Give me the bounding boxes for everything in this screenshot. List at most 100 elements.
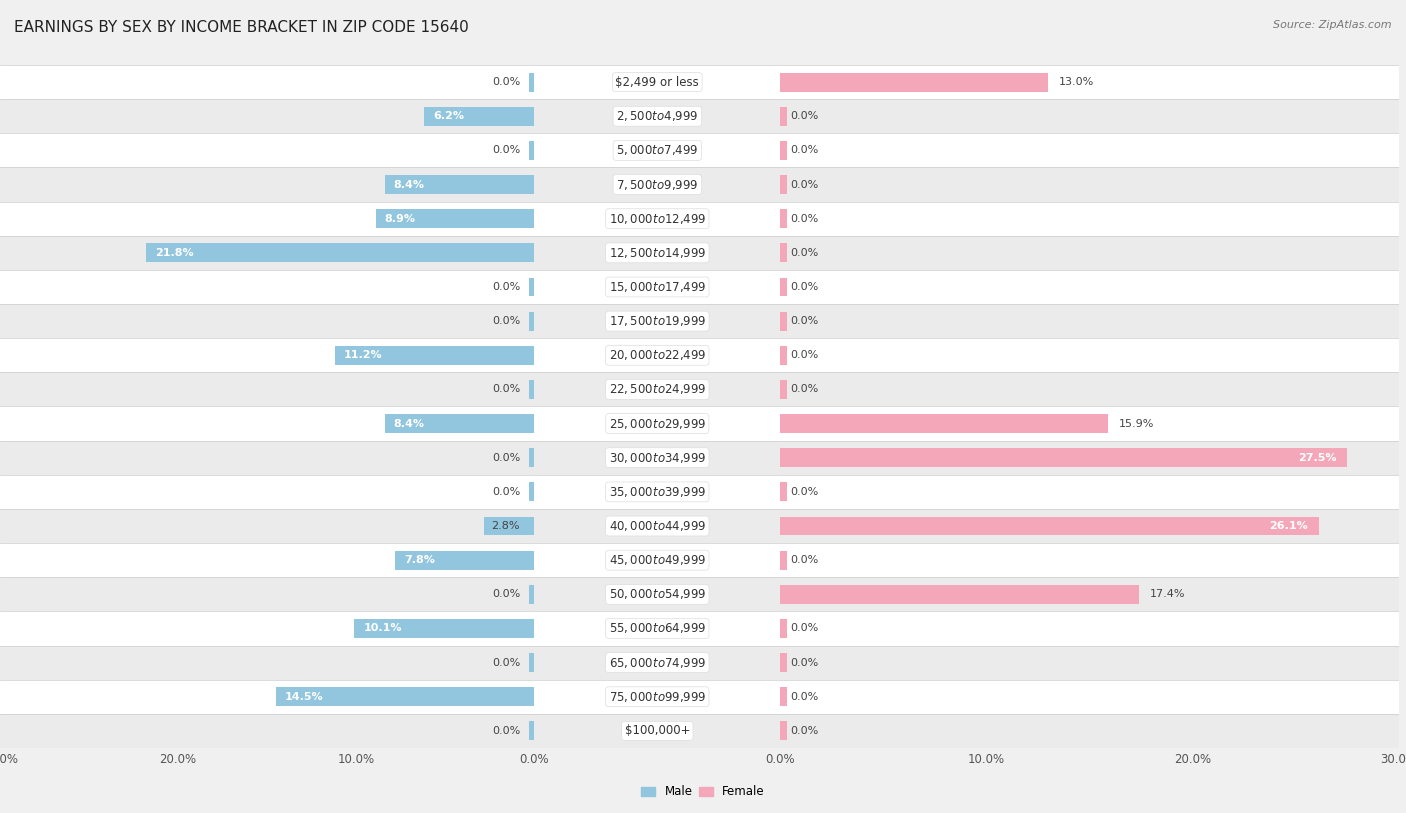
Bar [529, 380, 534, 399]
Bar [780, 619, 786, 638]
Bar [780, 380, 786, 399]
Bar [0, 509, 1069, 543]
Text: 0.0%: 0.0% [790, 555, 818, 565]
Text: 0.0%: 0.0% [790, 146, 818, 155]
Text: $2,499 or less: $2,499 or less [616, 76, 699, 89]
Bar [534, 65, 780, 99]
Text: $17,500 to $19,999: $17,500 to $19,999 [609, 314, 706, 328]
Bar [162, 406, 1399, 441]
Text: $40,000 to $44,999: $40,000 to $44,999 [609, 519, 706, 533]
Bar [162, 577, 1399, 611]
Bar [529, 141, 534, 160]
Bar [534, 714, 780, 748]
Text: 11.2%: 11.2% [343, 350, 382, 360]
Text: 0.0%: 0.0% [492, 453, 520, 463]
Text: $55,000 to $64,999: $55,000 to $64,999 [609, 621, 706, 636]
Bar [354, 619, 534, 638]
Bar [529, 721, 534, 741]
Bar [529, 72, 534, 92]
Text: 26.1%: 26.1% [1270, 521, 1308, 531]
Bar [534, 611, 780, 646]
Bar [0, 611, 1069, 646]
Text: 8.9%: 8.9% [385, 214, 416, 224]
Bar [780, 346, 786, 365]
Bar [385, 175, 534, 194]
Legend: Male, Female: Male, Female [637, 780, 769, 803]
Text: $2,500 to $4,999: $2,500 to $4,999 [616, 109, 699, 124]
Bar [335, 346, 534, 365]
Bar [146, 243, 534, 263]
Bar [162, 133, 1399, 167]
Bar [423, 107, 534, 126]
Text: Source: ZipAtlas.com: Source: ZipAtlas.com [1274, 20, 1392, 30]
Text: 0.0%: 0.0% [790, 658, 818, 667]
Bar [780, 209, 786, 228]
Bar [780, 687, 786, 706]
Text: 8.4%: 8.4% [394, 419, 425, 428]
Text: 0.0%: 0.0% [492, 77, 520, 87]
Bar [162, 509, 1399, 543]
Text: 14.5%: 14.5% [285, 692, 323, 702]
Bar [780, 550, 786, 570]
Bar [534, 133, 780, 167]
Text: 0.0%: 0.0% [492, 385, 520, 394]
Bar [0, 441, 1069, 475]
Bar [0, 406, 1069, 441]
Text: 0.0%: 0.0% [790, 111, 818, 121]
Bar [0, 65, 1069, 99]
Text: 6.2%: 6.2% [433, 111, 464, 121]
Bar [534, 99, 780, 133]
Text: 0.0%: 0.0% [790, 350, 818, 360]
Text: 0.0%: 0.0% [790, 624, 818, 633]
Bar [162, 270, 1399, 304]
Bar [529, 585, 534, 604]
Text: $5,000 to $7,499: $5,000 to $7,499 [616, 143, 699, 158]
Bar [529, 277, 534, 297]
Bar [0, 167, 1069, 202]
Bar [780, 448, 1347, 467]
Bar [0, 646, 1069, 680]
Text: 0.0%: 0.0% [790, 692, 818, 702]
Bar [780, 107, 786, 126]
Text: 0.0%: 0.0% [492, 146, 520, 155]
Text: 0.0%: 0.0% [790, 248, 818, 258]
Bar [485, 516, 534, 536]
Bar [534, 236, 780, 270]
Bar [529, 653, 534, 672]
Bar [162, 475, 1399, 509]
Bar [534, 441, 780, 475]
Bar [780, 414, 1108, 433]
Text: 17.4%: 17.4% [1150, 589, 1185, 599]
Bar [780, 175, 786, 194]
Text: 0.0%: 0.0% [790, 282, 818, 292]
Bar [162, 65, 1399, 99]
Bar [534, 543, 780, 577]
Bar [534, 304, 780, 338]
Bar [162, 372, 1399, 406]
Bar [534, 680, 780, 714]
Text: 8.4%: 8.4% [394, 180, 425, 189]
Bar [0, 714, 1069, 748]
Text: 15.9%: 15.9% [1119, 419, 1154, 428]
Bar [0, 99, 1069, 133]
Text: 0.0%: 0.0% [492, 726, 520, 736]
Bar [395, 550, 534, 570]
Bar [534, 475, 780, 509]
Text: 0.0%: 0.0% [790, 316, 818, 326]
Bar [162, 714, 1399, 748]
Text: 13.0%: 13.0% [1059, 77, 1094, 87]
Bar [0, 338, 1069, 372]
Bar [162, 441, 1399, 475]
Bar [534, 167, 780, 202]
Text: $10,000 to $12,499: $10,000 to $12,499 [609, 211, 706, 226]
Bar [780, 277, 786, 297]
Bar [780, 516, 1319, 536]
Bar [0, 475, 1069, 509]
Bar [162, 304, 1399, 338]
Bar [0, 202, 1069, 236]
Text: 0.0%: 0.0% [492, 316, 520, 326]
Text: $30,000 to $34,999: $30,000 to $34,999 [609, 450, 706, 465]
Bar [534, 338, 780, 372]
Text: $20,000 to $22,499: $20,000 to $22,499 [609, 348, 706, 363]
Bar [162, 543, 1399, 577]
